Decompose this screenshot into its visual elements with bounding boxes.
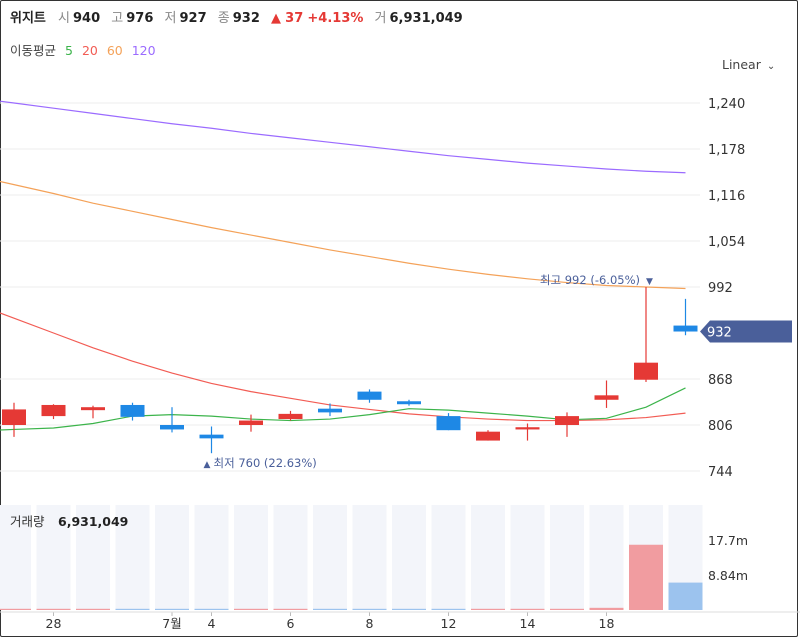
change-value: 37: [285, 11, 304, 26]
quote-header: 위지트 시 940 고 976 저 927 종 932 ▲ 37 +4.13% 거 6,9…: [10, 7, 470, 26]
close-value: 932: [232, 11, 260, 26]
ma-legend-title: 이동평균: [10, 43, 57, 58]
change-arrow-icon: ▲: [271, 11, 282, 26]
ma-legend-60: 60: [106, 43, 123, 58]
volume-value: 6,931,049: [389, 11, 463, 26]
high-value: 976: [126, 11, 154, 26]
change-percent: +4.13%: [307, 11, 364, 26]
scale-selector[interactable]: Linear ⌄: [722, 57, 775, 72]
open-value: 940: [73, 11, 101, 26]
open-label: 시: [58, 11, 70, 26]
volume-label: 거: [374, 11, 387, 26]
moving-average-legend[interactable]: 이동평균 5 20 60 120: [10, 40, 161, 59]
chevron-down-icon: ⌄: [766, 61, 776, 72]
low-value: 927: [179, 11, 207, 26]
scale-label: Linear: [722, 57, 761, 72]
high-label: 고: [111, 11, 124, 26]
ma-legend-5: 5: [65, 43, 73, 58]
ma-legend-120: 120: [131, 43, 156, 58]
stock-name: 위지트: [10, 11, 46, 26]
close-label: 종: [217, 11, 230, 26]
low-label: 저: [164, 11, 177, 26]
ma-legend-20: 20: [81, 43, 98, 58]
